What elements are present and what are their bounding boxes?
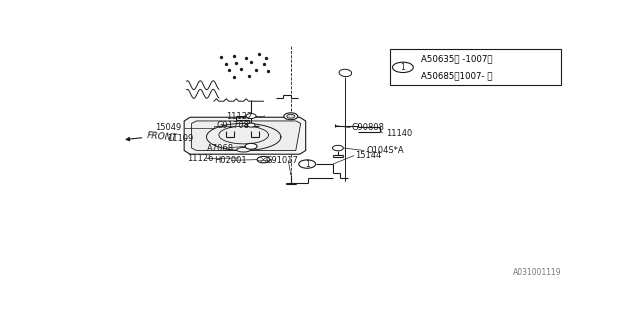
Text: H02001: H02001 <box>214 156 246 165</box>
Circle shape <box>245 143 257 149</box>
Ellipse shape <box>237 148 251 152</box>
Text: G91017: G91017 <box>266 156 299 165</box>
Circle shape <box>392 62 413 73</box>
Circle shape <box>284 113 298 120</box>
Text: A7068: A7068 <box>207 144 234 153</box>
Circle shape <box>332 145 344 151</box>
Text: 11122: 11122 <box>227 111 253 121</box>
Text: 15049: 15049 <box>156 123 182 132</box>
Text: 11140: 11140 <box>386 129 412 138</box>
Text: A031001119: A031001119 <box>513 268 561 277</box>
Text: 15144: 15144 <box>355 151 381 160</box>
Circle shape <box>299 160 316 168</box>
Text: 11109: 11109 <box>167 134 193 143</box>
Circle shape <box>287 114 295 118</box>
Polygon shape <box>191 121 301 150</box>
Text: 1: 1 <box>305 160 310 169</box>
Circle shape <box>304 162 315 167</box>
Text: 1: 1 <box>401 63 405 72</box>
Circle shape <box>246 114 256 118</box>
Text: G91708: G91708 <box>216 121 250 130</box>
Circle shape <box>257 156 270 163</box>
Text: FRONT: FRONT <box>147 131 179 143</box>
Text: 11126: 11126 <box>187 154 213 163</box>
Bar <box>390 50 561 85</box>
Text: A50635（ -1007）: A50635（ -1007） <box>420 54 492 63</box>
Ellipse shape <box>339 69 351 76</box>
Text: G90808: G90808 <box>352 123 385 132</box>
Polygon shape <box>184 117 306 154</box>
Text: A50685（1007- ）: A50685（1007- ） <box>420 72 492 81</box>
Circle shape <box>247 123 255 127</box>
Text: O104S*A: O104S*A <box>366 146 404 155</box>
